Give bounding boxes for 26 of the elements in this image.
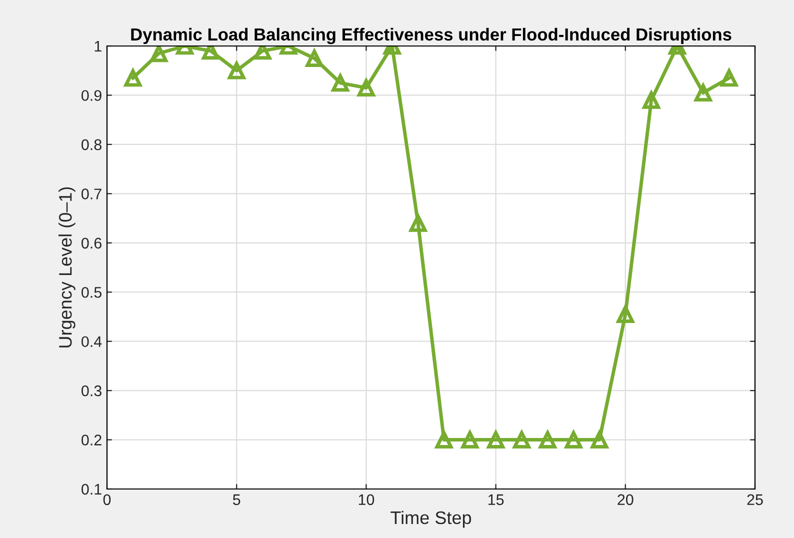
point	[228, 62, 246, 80]
y-tick-label: 0.4	[82, 336, 102, 348]
y-tick-label: 0.3	[82, 385, 102, 396]
x-tick-label: 25	[747, 494, 763, 506]
y-tick-label: 0.1	[82, 484, 102, 495]
point	[358, 79, 375, 97]
x-tick-label: 20	[618, 494, 634, 506]
point	[720, 69, 738, 87]
y-tick-label: 0.2	[82, 434, 102, 446]
y-tick-label: 1	[94, 41, 102, 52]
chart-title: Dynamic Load Balancing Effectiveness under Flood-Induced Disruptions	[131, 28, 732, 44]
x-axis-title: Time Step	[390, 510, 472, 528]
point	[150, 46, 168, 62]
y-tick-label: 0.7	[82, 188, 102, 200]
x-tick-label: 10	[358, 494, 374, 506]
y-axis-title: Urgency Level (0–1)	[58, 187, 76, 348]
point	[642, 91, 660, 109]
point	[124, 69, 142, 87]
y-tick-label: 0.9	[82, 90, 102, 101]
x-tick-label: 5	[232, 494, 240, 506]
x-tick-label: 0	[103, 494, 111, 506]
x-tick-label: 15	[488, 494, 504, 506]
y-tick-label: 0.6	[82, 238, 102, 249]
y-tick-label: 0.5	[82, 286, 102, 298]
y-tick-label: 0.8	[82, 139, 102, 150]
point	[332, 74, 349, 92]
